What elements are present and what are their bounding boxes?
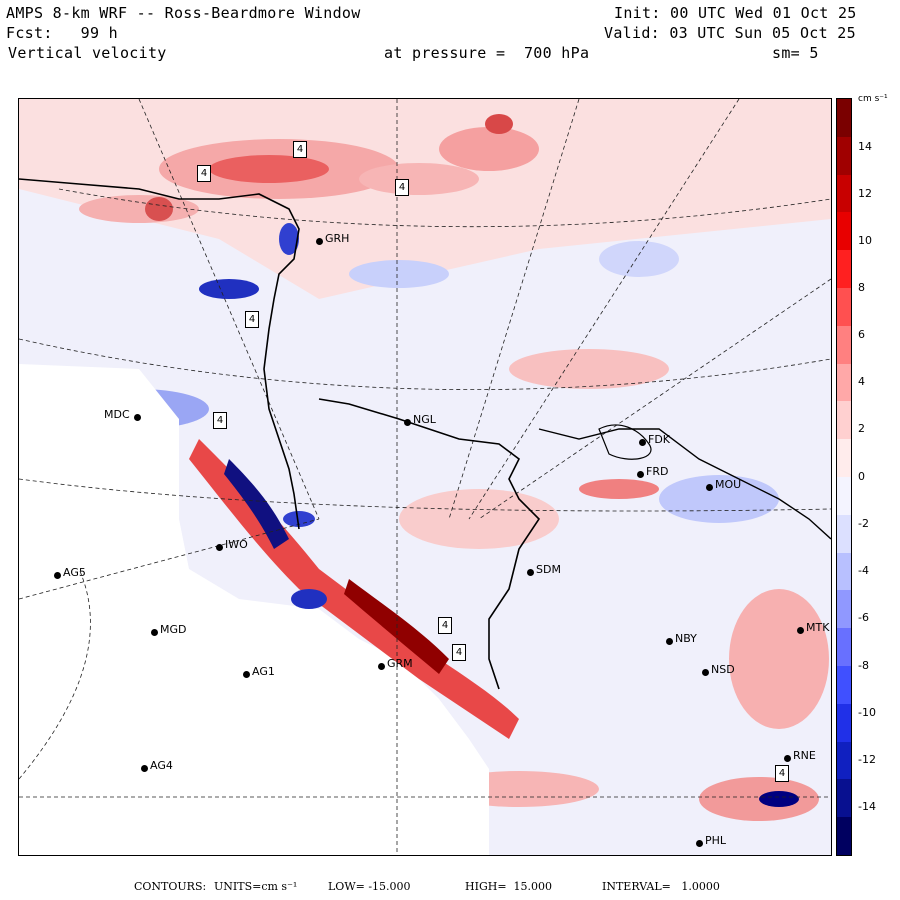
colorbar-segment xyxy=(837,250,851,289)
station-label: MDC xyxy=(104,408,130,421)
station-label: NSD xyxy=(711,663,735,676)
contour-label: 4 xyxy=(245,311,259,328)
station-label: NGL xyxy=(413,413,436,426)
footer-interval: INTERVAL= 1.0000 xyxy=(602,880,720,893)
colorbar-tick-label: 10 xyxy=(858,234,872,247)
colorbar-segment xyxy=(837,514,851,554)
colorbar-tick-label: 2 xyxy=(858,422,865,435)
colorbar-segment xyxy=(837,212,851,251)
colorbar-segment xyxy=(837,288,851,327)
colorbar-segment xyxy=(837,628,851,667)
smoothing-value: sm= 5 xyxy=(772,44,819,62)
footer-low: LOW= -15.000 xyxy=(328,880,411,893)
colorbar-tick-label: 4 xyxy=(858,375,865,388)
contour-label: 4 xyxy=(293,141,307,158)
station-label: FDK xyxy=(648,433,671,446)
station-label: AG1 xyxy=(252,665,275,678)
station-label: FRD xyxy=(646,465,669,478)
init-time: Init: 00 UTC Wed 01 Oct 25 xyxy=(614,4,857,22)
station-dot-icon xyxy=(378,663,385,670)
station-label: GRM xyxy=(387,657,413,670)
colorbar-segment xyxy=(837,136,851,176)
station-dot-icon xyxy=(527,569,534,576)
colorbar-tick-label: -8 xyxy=(858,659,869,672)
colorbar-tick-label: -12 xyxy=(858,753,876,766)
colorbar-tick-label: -4 xyxy=(858,564,869,577)
colorbar-tick-label: -10 xyxy=(858,706,876,719)
colorbar-tick-label: -14 xyxy=(858,800,876,813)
model-title: AMPS 8-km WRF -- Ross-Beardmore Window xyxy=(6,4,361,22)
colorbar-segment xyxy=(837,590,851,629)
station-label: IWO xyxy=(225,538,248,551)
colorbar-segment xyxy=(837,703,851,743)
colorbar-segment xyxy=(837,779,851,818)
colorbar-tick-label: 14 xyxy=(858,140,872,153)
station-label: SDM xyxy=(536,563,561,576)
colorbar-segment xyxy=(837,477,851,516)
station-dot-icon xyxy=(637,471,644,478)
station-label: PHL xyxy=(705,834,727,847)
station-dot-icon xyxy=(316,238,323,245)
station-dot-icon xyxy=(141,765,148,772)
station-label: MGD xyxy=(160,623,187,636)
station-label: MTK xyxy=(806,621,830,634)
contour-label: 4 xyxy=(775,765,789,782)
station-dot-icon xyxy=(404,419,411,426)
station-dot-icon xyxy=(696,840,703,847)
station-dot-icon xyxy=(216,544,223,551)
colorbar-unit: cm s⁻¹ xyxy=(858,94,888,104)
colorbar-tick-label: -6 xyxy=(858,611,869,624)
colorbar-segment xyxy=(837,666,851,705)
station-label: AG4 xyxy=(150,759,173,772)
station-dot-icon xyxy=(54,572,61,579)
station-label: NBY xyxy=(675,632,697,645)
station-label: AG5 xyxy=(63,566,86,579)
colorbar-tick-label: -2 xyxy=(858,517,869,530)
contour-label: 4 xyxy=(395,179,409,196)
contour-label: 4 xyxy=(197,165,211,182)
footer-contours: CONTOURS: xyxy=(134,880,207,893)
station-dot-icon xyxy=(243,671,250,678)
station-label: GRH xyxy=(325,232,350,245)
station-dot-icon xyxy=(134,414,141,421)
colorbar-segment xyxy=(837,401,851,440)
pressure-level: at pressure = 700 hPa xyxy=(384,44,590,62)
colorbar-tick-label: 12 xyxy=(858,187,872,200)
colorbar-tick-label: 8 xyxy=(858,281,865,294)
colorbar-segment xyxy=(837,741,851,780)
field-name: Vertical velocity xyxy=(8,44,167,62)
station-dot-icon xyxy=(639,439,646,446)
forecast-hour: Fcst: 99 h xyxy=(6,24,118,42)
station-dot-icon xyxy=(706,484,713,491)
station-dot-icon xyxy=(666,638,673,645)
station-dot-icon xyxy=(784,755,791,762)
station-label: RNE xyxy=(793,749,816,762)
footer-units: UNITS=cm s⁻¹ xyxy=(214,880,298,893)
station-dot-icon xyxy=(797,627,804,634)
station-dot-icon xyxy=(151,629,158,636)
contour-label: 4 xyxy=(438,617,452,634)
footer-high: HIGH= 15.000 xyxy=(465,880,553,893)
colorbar-tick-label: 0 xyxy=(858,470,865,483)
colorbar-segment xyxy=(837,552,851,591)
colorbar-tick-label: 6 xyxy=(858,328,865,341)
colorbar xyxy=(836,98,852,856)
colorbar-segment xyxy=(837,817,851,856)
colorbar-segment xyxy=(837,99,851,138)
station-dot-icon xyxy=(702,669,709,676)
colorbar-segment xyxy=(837,325,851,365)
colorbar-segment xyxy=(837,439,851,478)
contour-label: 4 xyxy=(452,644,466,661)
colorbar-segment xyxy=(837,174,851,213)
station-label: MOU xyxy=(715,478,742,491)
contour-label: 4 xyxy=(213,412,227,429)
valid-time: Valid: 03 UTC Sun 05 Oct 25 xyxy=(604,24,856,42)
colorbar-segment xyxy=(837,363,851,402)
vertical-velocity-map xyxy=(19,99,831,855)
